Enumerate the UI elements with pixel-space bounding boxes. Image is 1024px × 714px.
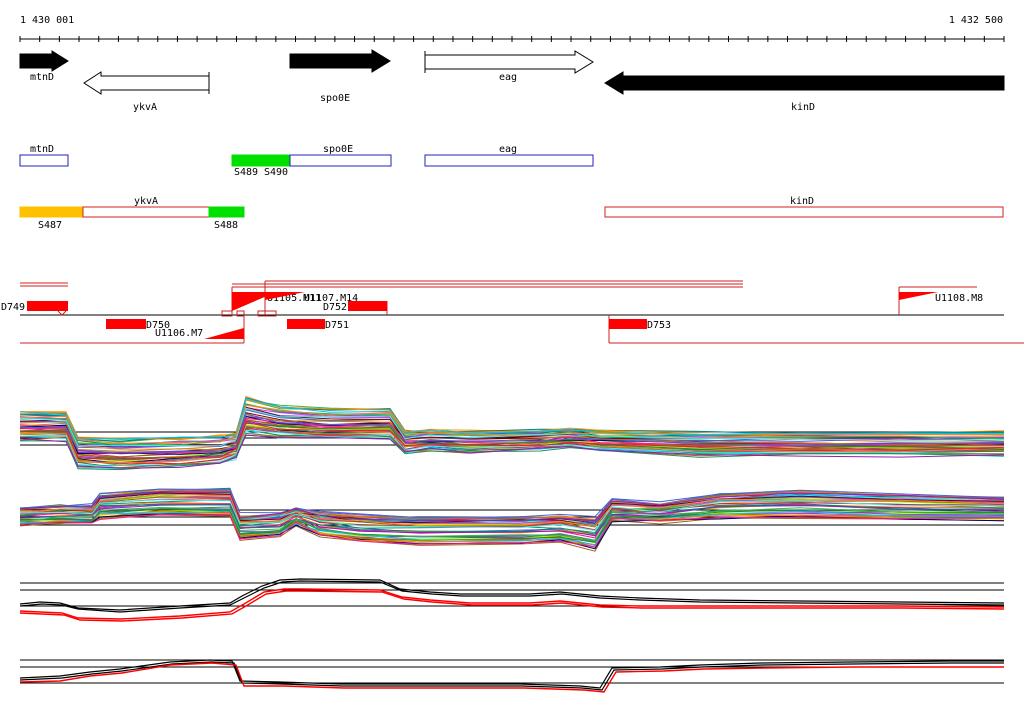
annot-minus-box-ykvA[interactable] — [82, 206, 210, 218]
segment-S489[interactable] — [231, 154, 291, 167]
profile-trace — [19, 404, 1005, 446]
gene-arrow-spo0E[interactable] — [289, 49, 391, 73]
feature-block-D750[interactable] — [106, 319, 146, 329]
profile-trace — [19, 412, 1005, 454]
profile-panel-4 — [19, 659, 1004, 693]
feature-label-D753: D753 — [647, 320, 671, 331]
profile-panel-2 — [19, 487, 1005, 552]
segment-label-S488: S488 — [214, 220, 238, 231]
profile-trace — [19, 513, 1005, 550]
profile2-lines — [19, 487, 1005, 552]
feature-label-U1106.M7: U1106.M7 — [155, 328, 203, 339]
profile3-black-a — [19, 578, 1005, 611]
profile-trace — [19, 508, 1005, 543]
ruler-ticks — [19, 36, 1005, 42]
profile-trace — [19, 398, 1005, 440]
profile4-black-b — [19, 661, 1004, 691]
gene-label-spo0E: spo0E — [320, 93, 350, 104]
feature-flag-U1108.M8[interactable] — [899, 292, 938, 300]
feature-block-D753[interactable] — [609, 319, 647, 329]
gene-label-eag: eag — [499, 72, 517, 83]
profile3-red-a — [19, 588, 1005, 620]
profile-trace — [19, 422, 1005, 460]
segment-S488[interactable] — [208, 206, 245, 218]
annot-plus-box-eag[interactable] — [424, 154, 594, 167]
profile-trace — [19, 432, 1005, 469]
profile-trace — [19, 419, 1004, 458]
gene-arrow-eag[interactable] — [424, 50, 594, 74]
profile-trace — [19, 503, 1005, 535]
ruler-start-label: 1 430 001 — [20, 15, 74, 26]
profile-trace — [19, 491, 1005, 522]
feature-label-D749: D749 — [1, 302, 25, 313]
gene-label-ykvA: ykvA — [133, 102, 157, 113]
feature-tick-c — [236, 310, 245, 317]
gene-arrow-ykvA[interactable] — [83, 71, 210, 95]
feature-label-U1108.M8: U1108.M8 — [935, 293, 983, 304]
gene-track: mtnD ykvA spo0E eag kinD — [19, 49, 1005, 113]
profile3-red-b — [19, 590, 1005, 622]
profile-trace — [19, 421, 1005, 461]
annotation-row-plus: mtnD spo0E eag S489 S490 — [19, 144, 594, 178]
profile-trace — [19, 506, 1005, 542]
feature-track: D749 D750 U1106.M7 U1105.M11 U1107.M14 D… — [1, 280, 1024, 344]
feature-label-U1107.M14: U1107.M14 — [304, 293, 358, 304]
profile-trace — [19, 414, 1005, 452]
gene-arrow-mtnD[interactable] — [19, 50, 69, 72]
segment-S487[interactable] — [19, 206, 84, 218]
ruler: 1 430 001 1 432 500 — [19, 15, 1005, 42]
annot-plus-label-spo0E: spo0E — [323, 144, 353, 155]
profile-trace — [19, 407, 1005, 447]
gene-arrow-kinD[interactable] — [604, 71, 1005, 95]
segment-label-S487: S487 — [38, 220, 62, 231]
feature-block-D749[interactable] — [27, 301, 68, 311]
feature-tick-d — [257, 310, 277, 317]
annot-plus-label-mtnD: mtnD — [30, 144, 54, 155]
profile-trace — [19, 434, 1005, 469]
segment-label-S490: S490 — [264, 167, 288, 178]
profile4-red-a — [19, 662, 1004, 693]
profile1-lines — [19, 395, 1005, 471]
profile-trace — [19, 488, 1005, 521]
feature-label-D751: D751 — [325, 320, 349, 331]
feature-block-D752[interactable] — [348, 301, 387, 311]
profile-trace — [19, 493, 1005, 527]
feature-label-D750: D750 — [146, 320, 170, 331]
annotation-row-minus: ykvA kinD S487 S488 — [19, 196, 1004, 231]
feature-label-U1105.M11: U1105.M11 — [267, 293, 321, 304]
profile-trace — [19, 499, 1005, 532]
feature-flag-U1107.M14[interactable] — [265, 292, 305, 300]
profile-trace — [19, 404, 1005, 444]
segment-label-S489: S489 — [234, 167, 258, 178]
profile-trace — [19, 513, 1005, 548]
feature-flag-U1106.M7[interactable] — [204, 328, 244, 339]
gene-label-mtnD: mtnD — [30, 72, 54, 83]
profile-panel-1 — [19, 395, 1005, 471]
profile-trace — [19, 397, 1004, 442]
annot-plus-box-mtnD[interactable] — [19, 154, 69, 167]
annot-minus-box-kinD[interactable] — [604, 206, 1004, 218]
feature-block-D751[interactable] — [287, 319, 325, 329]
annot-plus-label-eag: eag — [499, 144, 517, 155]
feature-tick-a — [57, 310, 67, 316]
gene-label-kinD: kinD — [791, 102, 815, 113]
annot-minus-label-ykvA: ykvA — [134, 196, 158, 207]
ruler-end-label: 1 432 500 — [949, 15, 1003, 26]
profile-panel-3 — [19, 578, 1005, 622]
profile3-black-b — [19, 580, 1005, 613]
profile-trace — [19, 424, 1005, 463]
annot-plus-box-spo0E[interactable] — [289, 154, 392, 167]
annot-minus-label-kinD: kinD — [790, 196, 814, 207]
profile-trace — [19, 488, 1005, 519]
profile4-black-a — [19, 659, 1004, 689]
feature-label-D752: D752 — [323, 302, 347, 313]
